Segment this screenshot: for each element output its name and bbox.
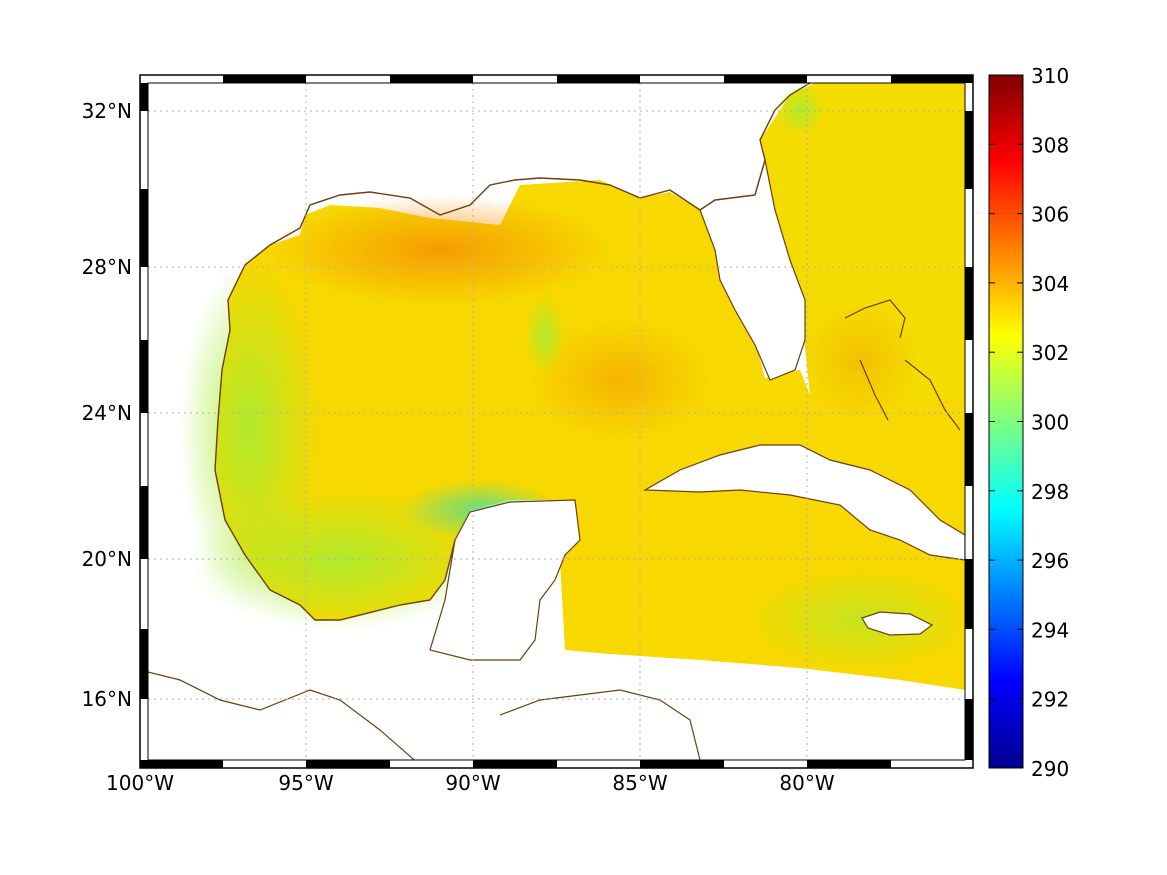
x-tick-label: 100°W xyxy=(106,771,174,795)
graticule xyxy=(148,83,965,760)
colorbar-tick-label: 292 xyxy=(1031,688,1069,712)
x-tick-label: 90°W xyxy=(445,771,500,795)
colorbar-tick-label: 306 xyxy=(1031,203,1069,227)
x-axis-labels: 100°W 95°W 90°W 85°W 80°W xyxy=(106,771,835,795)
colorbar-tick-label: 300 xyxy=(1031,411,1069,435)
atlantic-water xyxy=(760,83,965,400)
x-tick-label: 85°W xyxy=(612,771,667,795)
colorbar: 290 292 294 296 298 300 302 304 306 308 310 xyxy=(988,64,1069,781)
yucatan-land xyxy=(429,499,581,661)
colorbar-tick-label: 298 xyxy=(1031,480,1069,504)
colorbar-tick-label: 296 xyxy=(1031,549,1069,573)
colorbar-tick-label: 308 xyxy=(1031,133,1069,157)
x-tick-label: 80°W xyxy=(779,771,834,795)
y-tick-label: 24°N xyxy=(82,401,132,425)
y-tick-label: 20°N xyxy=(82,547,132,571)
y-tick-label: 28°N xyxy=(82,255,132,279)
colorbar-tick-label: 302 xyxy=(1031,341,1069,365)
colorbar-tick-label: 304 xyxy=(1031,272,1069,296)
y-tick-label: 16°N xyxy=(82,687,132,711)
y-tick-label: 32°N xyxy=(82,99,132,123)
colorbar-tick-label: 290 xyxy=(1031,757,1069,781)
colorbar-tick-label: 294 xyxy=(1031,618,1069,642)
jamaica-land xyxy=(861,611,934,636)
sst-field xyxy=(148,83,965,760)
pacific-coastline xyxy=(148,671,416,760)
x-tick-label: 95°W xyxy=(278,771,333,795)
colorbar-ticks: 290 292 294 296 298 300 302 304 306 308 310 xyxy=(989,64,1069,781)
cuba-land xyxy=(642,444,965,561)
y-axis-labels: 32°N 28°N 24°N 20°N 16°N xyxy=(82,99,132,711)
honduras-coastline xyxy=(499,689,701,760)
bahamas-land xyxy=(844,299,961,431)
map-frame xyxy=(139,74,974,769)
colorbar-tick-label: 310 xyxy=(1031,64,1069,88)
us-coastline xyxy=(227,83,812,331)
mexico-coastline xyxy=(214,329,456,621)
